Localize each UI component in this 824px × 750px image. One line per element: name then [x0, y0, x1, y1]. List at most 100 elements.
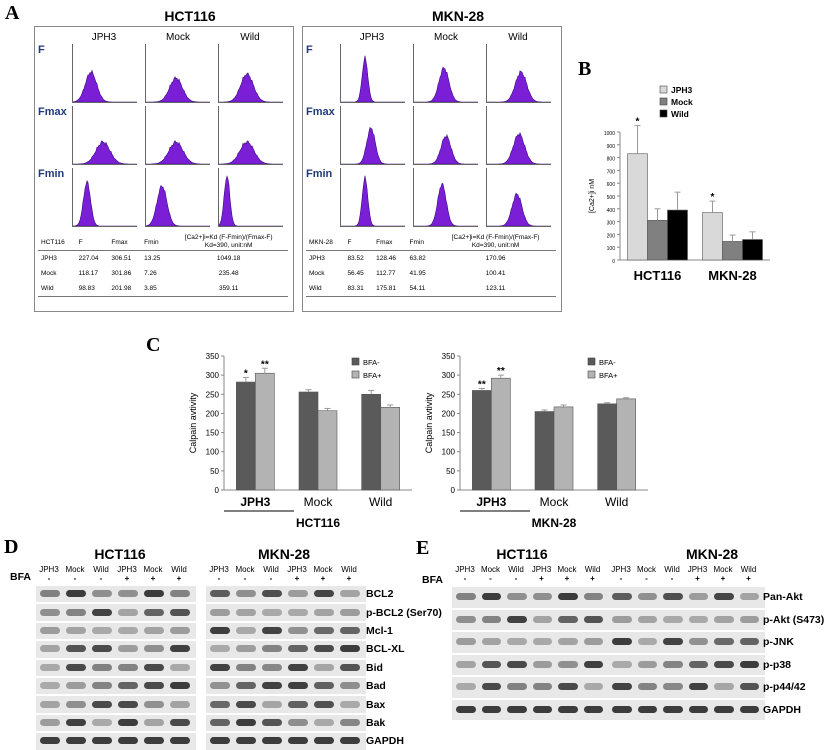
histogram-curve [414, 66, 478, 102]
bfa-label: BFA [10, 571, 31, 583]
bar-Mock-HCT116 [647, 220, 668, 261]
panel-label-a: A [5, 2, 20, 24]
th: F [78, 238, 83, 246]
blot-band [739, 638, 759, 646]
y-tick-label: 300 [607, 221, 616, 227]
blot-band [210, 682, 230, 690]
blot-band [236, 663, 256, 671]
blot-band [714, 660, 734, 668]
lane-label: Wild [263, 565, 279, 574]
blot-band [739, 683, 759, 691]
blot-band [236, 682, 256, 690]
blot-band [144, 627, 164, 634]
blot-band [456, 615, 476, 623]
protein-label: Pan-Akt [763, 591, 803, 604]
th: MKN-28 [309, 238, 333, 246]
td: Mock [309, 270, 325, 277]
y-tick-label: 50 [210, 467, 219, 476]
th: Fmax [111, 238, 128, 246]
blot-band [118, 700, 138, 708]
blot-band [714, 615, 734, 623]
td: 54.11 [409, 285, 426, 292]
blot-band [118, 737, 138, 745]
y-tick-label: 700 [607, 169, 616, 175]
blot-band [456, 660, 476, 668]
blot-strip [206, 622, 366, 640]
blot-band [236, 645, 256, 653]
histogram-plot [340, 106, 405, 165]
blot-band [314, 663, 334, 671]
blot-band [288, 737, 308, 745]
td: 112.77 [376, 270, 396, 277]
blot-band [170, 737, 190, 745]
blot-band [481, 638, 501, 646]
blot-strip [36, 622, 196, 640]
blot-band [314, 719, 334, 726]
blot-band [210, 627, 230, 634]
bar-BFA+-JPH3 [255, 372, 275, 491]
histogram-plot [413, 106, 478, 165]
blot-band [739, 615, 759, 623]
legend-label: Wild [671, 109, 689, 119]
y-tick-label: 250 [206, 390, 220, 399]
bar-Mock-MKN-28 [722, 241, 743, 261]
bar-BFA--JPH3 [472, 390, 492, 491]
blot-strip [452, 677, 609, 698]
col-head: JPH3 [91, 32, 117, 43]
td: 306.51 [111, 255, 132, 262]
blot-band [288, 719, 308, 726]
blot-strip [452, 699, 609, 720]
blot-band [92, 719, 112, 726]
blot-band [532, 660, 552, 668]
blot-band [40, 737, 60, 745]
blot-band [456, 593, 476, 601]
histogram-curve [341, 126, 405, 164]
significance-mark: * [711, 192, 715, 203]
histogram-curve [487, 192, 551, 226]
lane-sign: - [243, 574, 247, 583]
blot-strip [452, 587, 609, 608]
blot-band [40, 719, 60, 726]
blot-band [663, 593, 683, 601]
blot-band [92, 663, 112, 671]
histogram-plot [145, 44, 210, 103]
histogram-curve [219, 72, 283, 102]
blot-band [170, 627, 190, 634]
blot-band [637, 705, 657, 713]
blot-band [66, 700, 86, 708]
kd: Kd=390, unit:nM [204, 242, 253, 249]
significance-mark: ** [261, 359, 269, 370]
blot-band [170, 590, 190, 598]
row-label: Fmin [38, 168, 65, 180]
blot-band [340, 645, 360, 653]
y-tick-label: 350 [206, 352, 220, 361]
histogram-plot [218, 106, 283, 165]
panel-label-e: E [416, 537, 430, 559]
blot-band [210, 719, 230, 726]
panel-d: HCT116 MKN-28 BFA JPH3- Mock - Wild - JPH3 + Mock +… [0, 540, 442, 750]
blot-band [583, 683, 603, 691]
td: 359.11 [218, 285, 239, 292]
blot-band [288, 700, 308, 708]
y-tick-label: 500 [607, 195, 616, 201]
td: 227.04 [78, 255, 99, 262]
blot-band [663, 683, 683, 691]
blot-band [714, 683, 734, 691]
significance-mark: * [636, 117, 640, 128]
col-head: JPH3 [359, 32, 385, 43]
td: 301.86 [111, 270, 132, 277]
td: 100.41 [485, 270, 506, 277]
lane-sign: - [463, 574, 467, 583]
lane-sign: + [294, 574, 300, 583]
y-tick-label: 0 [612, 259, 615, 265]
blot-strip [452, 654, 609, 675]
row-label: Fmax [306, 106, 335, 118]
histogram-plot [218, 44, 283, 103]
blot-band [118, 590, 138, 598]
blot-band [507, 660, 527, 668]
th: F [347, 238, 352, 246]
blot-band [118, 719, 138, 726]
y-tick-label: 100 [607, 246, 616, 252]
blot-band [262, 737, 282, 745]
blot-band [92, 700, 112, 708]
